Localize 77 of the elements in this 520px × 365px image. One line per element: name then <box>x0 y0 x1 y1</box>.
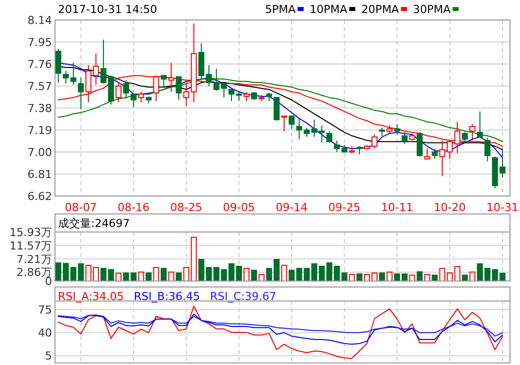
y-tick-label: 7.76 <box>28 58 52 71</box>
candlestick <box>304 127 310 138</box>
bar <box>258 274 265 282</box>
bar <box>379 272 386 282</box>
candlestick <box>138 91 144 103</box>
x-tick-label: 09-14 <box>276 201 308 214</box>
bar <box>160 268 167 282</box>
candlestick <box>55 48 62 84</box>
line-series <box>58 314 503 337</box>
candlestick <box>244 91 250 102</box>
candlestick <box>402 132 408 144</box>
candlestick <box>469 124 476 141</box>
bar <box>281 264 288 282</box>
series-label: RSI_A:34.05 <box>58 290 124 303</box>
x-tick-label: 08-07 <box>64 201 97 214</box>
candlestick <box>130 94 137 108</box>
y-tick-label: 8.14 <box>28 14 52 27</box>
chart-title: 2017-10-31 14:50 <box>58 3 158 16</box>
candlestick <box>288 116 295 130</box>
x-tick-label: 10-31 <box>486 201 518 214</box>
bar <box>416 271 423 282</box>
x-tick-label: 08-16 <box>118 201 150 214</box>
candlestick <box>296 118 302 140</box>
bar <box>386 272 393 282</box>
y-tick-label: 15.93万 <box>10 226 52 239</box>
y-tick-label: 5 <box>45 350 52 363</box>
x-tick-label: 10-11 <box>381 201 414 214</box>
candlestick <box>416 132 423 158</box>
candlestick <box>476 110 483 138</box>
x-tick-label: 10-20 <box>434 201 466 214</box>
line-series <box>58 313 503 345</box>
y-tick-label: 7.00 <box>28 146 52 159</box>
legend-label: 30PMA <box>412 3 452 16</box>
chart-title: 成交量:24697 <box>58 217 130 230</box>
candlestick <box>160 75 167 88</box>
candlestick <box>176 76 182 100</box>
candlestick <box>424 148 430 160</box>
series-label: RSI_B:36.45 <box>134 290 200 303</box>
bar <box>146 272 152 282</box>
legend-label: 10PMA <box>310 3 348 16</box>
x-tick-label: 08-25 <box>170 201 202 214</box>
line-series <box>58 306 503 359</box>
y-tick-label: 6.81 <box>28 168 52 181</box>
candlestick <box>274 97 280 122</box>
y-tick-label: 7.21万 <box>16 252 52 266</box>
bar <box>251 270 258 282</box>
y-tick-label: 7.57 <box>28 80 52 93</box>
x-tick-label: 09-05 <box>223 201 255 214</box>
candlestick <box>78 77 84 110</box>
y-tick-label: 40 <box>38 326 52 340</box>
y-tick-label: 6.62 <box>28 190 52 203</box>
bar <box>469 272 476 282</box>
candlestick <box>394 124 400 136</box>
y-tick-label: 7.38 <box>28 102 52 115</box>
candlestick <box>432 148 438 160</box>
bar <box>244 268 250 282</box>
y-tick-label: 7.95 <box>28 36 52 49</box>
candlestick <box>123 80 130 100</box>
bar <box>168 272 174 282</box>
series-label: RSI_C:39.67 <box>210 290 276 303</box>
y-tick-label: 7.19 <box>28 124 52 137</box>
candlestick <box>484 138 490 162</box>
legend-label: 5PMA <box>265 3 296 16</box>
candlestick <box>462 132 468 144</box>
bar <box>348 274 355 282</box>
y-tick-label: 75 <box>38 304 52 317</box>
candlestick <box>116 82 122 103</box>
candlestick <box>326 130 332 144</box>
bar <box>462 274 468 282</box>
legend-label: 20PMA <box>361 3 400 16</box>
bar <box>409 274 416 282</box>
x-tick-label: 09-25 <box>328 201 360 214</box>
bar <box>424 274 430 282</box>
bar <box>153 266 160 282</box>
bar <box>138 272 144 282</box>
candlestick <box>281 116 288 132</box>
y-tick-label: 11.57万 <box>10 239 52 252</box>
